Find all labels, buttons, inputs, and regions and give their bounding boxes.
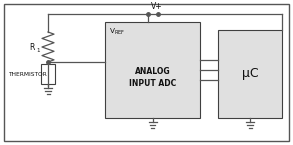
Text: ANALOG: ANALOG: [135, 68, 170, 77]
Text: INPUT ADC: INPUT ADC: [129, 78, 176, 87]
Text: R: R: [29, 42, 35, 51]
Text: μC: μC: [242, 68, 258, 80]
Bar: [218, 30, 282, 118]
Bar: [41, 64, 55, 84]
Text: $\rm{V_{REF}}$: $\rm{V_{REF}}$: [109, 27, 125, 37]
Text: THERMISTOR: THERMISTOR: [8, 71, 47, 77]
Text: 1: 1: [36, 48, 40, 52]
Bar: [105, 22, 200, 118]
Text: V+: V+: [151, 2, 162, 11]
